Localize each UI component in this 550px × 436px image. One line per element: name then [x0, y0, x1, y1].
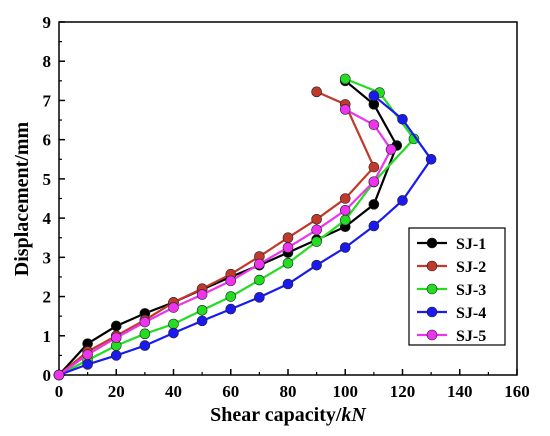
series-line-sj-4: [58, 94, 433, 377]
series-line-sj-2: [58, 90, 376, 376]
data-point-sj-5: [368, 119, 380, 131]
legend-marker: [426, 283, 438, 295]
data-point-sj-5: [139, 316, 151, 328]
data-point-sj-4: [368, 220, 380, 232]
data-point-sj-3: [254, 274, 265, 286]
legend-item-sj-4: SJ-4: [417, 305, 486, 322]
legend-label: SJ-2: [456, 259, 486, 276]
data-point-sj-3: [311, 236, 322, 247]
legend-label: SJ-1: [456, 236, 486, 253]
legend-label: SJ-3: [456, 282, 486, 299]
data-point-sj-4: [311, 259, 322, 271]
data-point-sj-2: [311, 213, 322, 225]
legend-marker: [426, 237, 438, 249]
data-point-sj-3: [339, 73, 351, 85]
data-point-sj-4: [282, 278, 294, 290]
x-tick-label: 40: [165, 382, 182, 401]
x-tick-label: 20: [108, 382, 125, 401]
data-point-sj-3: [225, 291, 237, 302]
data-point-sj-5: [196, 289, 208, 300]
data-point-sj-5: [82, 349, 93, 360]
data-point-sj-1: [110, 320, 122, 332]
data-point-sj-5: [368, 176, 380, 187]
x-axis-title-unit: kN: [341, 404, 367, 426]
legend-label: SJ-4: [456, 305, 486, 322]
data-point-sj-5: [385, 144, 397, 155]
data-point-sj-4: [254, 292, 265, 303]
legend-marker: [426, 260, 438, 272]
x-axis-title-main: Shear capacity/: [210, 404, 342, 426]
x-tick-label: 60: [222, 382, 239, 401]
data-point-sj-5: [168, 302, 179, 313]
y-tick-label: 3: [43, 248, 52, 267]
legend: SJ-1 SJ-2 SJ-3 SJ-4 SJ-5: [408, 227, 506, 346]
data-point-sj-5: [110, 332, 122, 344]
legend-item-sj-5: SJ-5: [417, 328, 486, 345]
data-point-sj-4: [397, 195, 408, 206]
data-point-sj-3: [168, 318, 179, 330]
data-point-sj-3: [196, 304, 208, 316]
data-point-sj-2: [311, 86, 322, 98]
legend-item-sj-3: SJ-3: [417, 282, 486, 299]
x-tick-label: 0: [55, 382, 64, 401]
data-point-sj-4: [139, 340, 151, 351]
x-tick-label: 140: [447, 382, 473, 401]
y-tick-label: 6: [43, 131, 52, 150]
data-point-sj-3: [282, 257, 294, 269]
data-point-sj-5: [339, 204, 351, 216]
series-line-sj-3: [58, 77, 416, 376]
data-point-sj-2: [339, 193, 351, 204]
series-line-sj-5: [58, 108, 393, 376]
legend-item-sj-2: SJ-2: [417, 259, 486, 276]
y-tick-label: 9: [43, 13, 52, 32]
legend-box: [408, 227, 506, 346]
data-point-sj-4: [397, 113, 408, 125]
y-tick-label: 1: [43, 327, 52, 346]
data-point-sj-4: [225, 303, 237, 315]
data-point-sj-4: [368, 90, 380, 102]
series-sj-1: [53, 75, 403, 381]
data-point-sj-4: [425, 153, 437, 165]
series-sj-5: [53, 104, 397, 381]
x-tick-label: 80: [280, 382, 297, 401]
y-axis-title: Displacement/mm: [11, 121, 33, 276]
data-point-sj-5: [254, 258, 265, 270]
data-point-sj-2: [282, 232, 294, 244]
data-point-sj-4: [110, 350, 122, 361]
x-axis: 0 20 40 60 80 100 120 140 160: [55, 369, 530, 401]
series-sj-4: [53, 90, 437, 381]
data-point-sj-4: [339, 242, 351, 253]
legend-marker: [426, 329, 438, 341]
data-point-sj-5: [339, 104, 351, 115]
x-tick-label: 160: [504, 382, 530, 401]
legend-item-sj-1: SJ-1: [417, 236, 486, 253]
data-point-sj-1: [368, 199, 380, 210]
x-axis-title: Shear capacity/kN: [210, 404, 367, 426]
y-axis: 0 1 2 3 4 5 6 7 8 9: [43, 13, 65, 385]
data-point-sj-3: [339, 214, 351, 226]
legend-label: SJ-5: [456, 328, 486, 345]
data-point-sj-4: [168, 327, 179, 339]
x-tick-label: 100: [333, 382, 359, 401]
y-tick-label: 8: [43, 52, 52, 71]
series-layer: [53, 73, 437, 381]
y-tick-label: 4: [43, 209, 52, 228]
y-tick-label: 5: [43, 170, 52, 189]
data-point-sj-5: [282, 242, 294, 253]
y-tick-label: 7: [43, 91, 52, 110]
legend-marker: [426, 306, 438, 318]
y-tick-label: 0: [43, 366, 52, 385]
data-point-sj-4: [82, 359, 93, 370]
data-point-sj-5: [53, 369, 65, 381]
data-point-sj-4: [196, 315, 208, 327]
data-point-sj-2: [368, 161, 380, 173]
x-tick-label: 120: [390, 382, 416, 401]
data-point-sj-5: [225, 275, 237, 287]
y-tick-label: 2: [43, 288, 52, 307]
data-point-sj-5: [311, 224, 322, 236]
data-point-sj-3: [139, 328, 151, 340]
